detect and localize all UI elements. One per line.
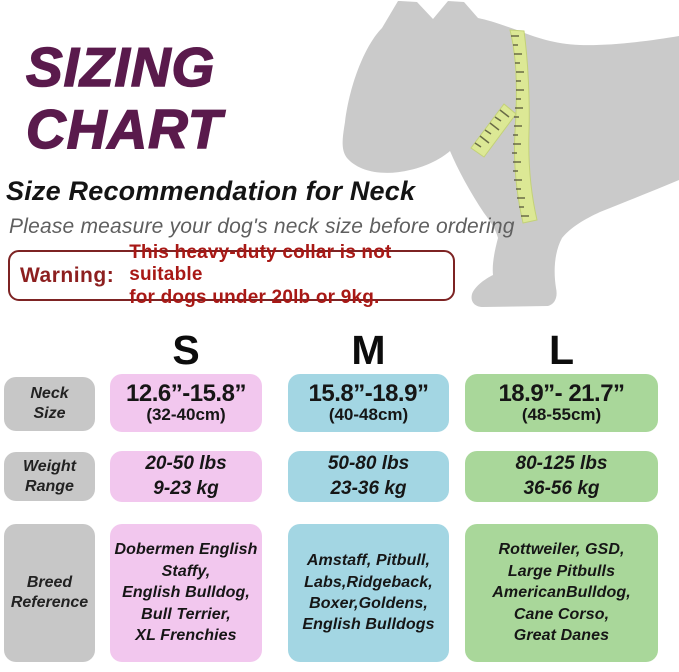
weight-range-cell-l: 80-125 lbs 36-56 kg	[465, 451, 658, 502]
measuring-tape-band	[509, 29, 538, 224]
page-title-line1: SIZING	[25, 35, 216, 99]
row-label-weight-range: Weight Range	[4, 452, 95, 501]
row-label-neck-size: Neck Size	[4, 377, 95, 431]
neck-size-cell-m: 15.8”-18.9” (40-48cm)	[288, 374, 449, 432]
breed-reference-s-value: Dobermen English Staffy, English Bulldog…	[114, 541, 258, 645]
breed-reference-cell-s: Dobermen English Staffy, English Bulldog…	[110, 524, 262, 662]
neck-size-s-value: 12.6”-15.8”	[126, 380, 246, 408]
breed-reference-cell-l: Rottweiler, GSD, Large Pitbulls American…	[465, 524, 658, 662]
breed-reference-l-value: Rottweiler, GSD, Large Pitbulls American…	[492, 541, 631, 645]
neck-size-cell-s: 12.6”-15.8” (32-40cm)	[110, 374, 262, 432]
row-label-text: Breed Reference	[10, 574, 89, 611]
subtitle: Size Recommendation for Neck	[6, 176, 416, 206]
warning-box: Warning: This heavy-duty collar is not s…	[8, 242, 455, 308]
warning-message: This heavy-duty collar is not suitable f…	[129, 241, 392, 308]
measuring-tape-branch-ticks	[474, 109, 510, 148]
row-label-breed-reference: Breed Reference	[4, 524, 95, 662]
warning-label: Warning:	[20, 263, 115, 287]
column-header-l: L	[548, 326, 575, 373]
neck-size-cell-l: 18.9”- 21.7” (48-55cm)	[465, 374, 658, 432]
neck-size-m-cm: (40-48cm)	[328, 405, 409, 425]
neck-size-l-value: 18.9”- 21.7”	[498, 380, 625, 408]
dog-silhouette-illustration	[342, 1, 679, 307]
neck-size-l-cm: (48-55cm)	[521, 405, 602, 425]
column-header-s: S	[172, 326, 200, 373]
page-title: SIZING CHART	[25, 35, 223, 161]
measuring-tape-ticks	[511, 35, 529, 217]
weight-range-l-value: 80-125 lbs 36-56 kg	[515, 452, 608, 499]
row-label-text: Weight Range	[22, 457, 77, 495]
neck-size-m-value: 15.8”-18.9”	[308, 380, 429, 408]
page-title-line2: CHART	[25, 97, 223, 161]
column-header-m: M	[351, 326, 386, 373]
weight-range-m-value: 50-80 lbs 23-36 kg	[327, 452, 410, 499]
breed-reference-cell-m: Amstaff, Pitbull, Labs,Ridgeback, Boxer,…	[288, 524, 449, 662]
weight-range-s-value: 20-50 lbs 9-23 kg	[145, 452, 227, 499]
measure-note: Please measure your dog's neck size befo…	[9, 215, 515, 238]
row-label-text: Neck Size	[30, 385, 69, 422]
neck-size-s-cm: (32-40cm)	[146, 405, 226, 425]
weight-range-cell-m: 50-80 lbs 23-36 kg	[288, 451, 449, 502]
breed-reference-m-value: Amstaff, Pitbull, Labs,Ridgeback, Boxer,…	[302, 552, 435, 634]
dog-body-shape	[342, 1, 679, 307]
measuring-tape-branch	[470, 103, 517, 158]
weight-range-cell-s: 20-50 lbs 9-23 kg	[110, 451, 262, 502]
